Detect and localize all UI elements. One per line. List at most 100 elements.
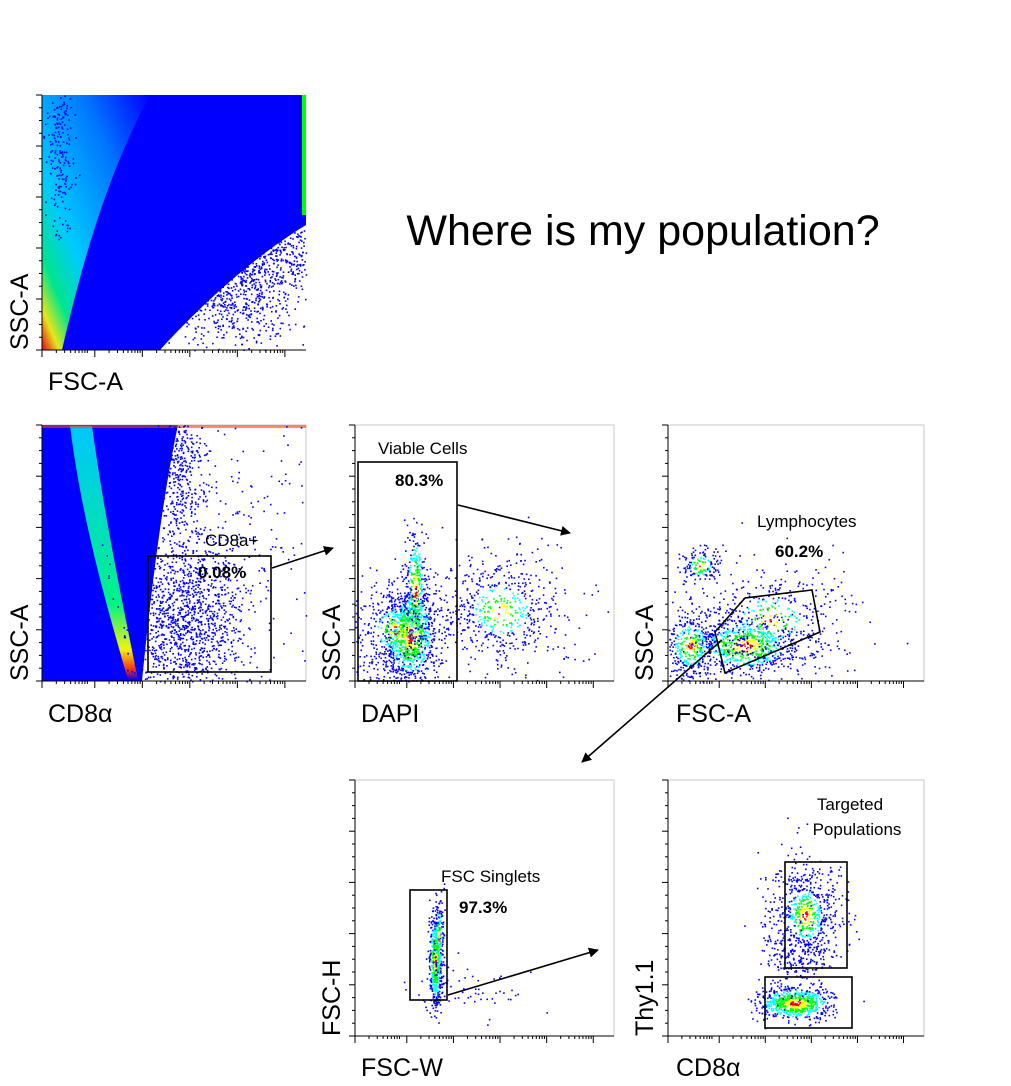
event-dot [205,631,207,633]
event-dot [418,555,420,558]
event-dot [411,594,414,597]
event-dot [421,609,423,612]
event-dot [226,281,229,283]
event-dot [278,290,281,293]
event-dot [214,561,217,563]
event-dot [420,637,422,640]
event-dot [265,323,267,325]
event-dot [405,634,408,637]
event-dot [413,647,416,650]
gate-cd8a-positive[interactable] [147,555,272,673]
event-dot [431,621,433,624]
event-dot [218,513,220,515]
event-dot [385,628,388,630]
event-dot [248,314,251,316]
event-dot [232,547,234,550]
event-dot [414,655,417,658]
event-dot [417,599,420,602]
event-dot [418,593,421,596]
event-dot [254,253,256,256]
event-dot [266,261,269,264]
event-dot [252,605,255,607]
event-dot [221,337,223,339]
event-dot [187,267,189,270]
event-dot [212,628,214,631]
event-dot [229,548,231,550]
event-dot [258,265,261,267]
event-dot [237,327,239,330]
event-dot [142,581,145,583]
event-dot [207,459,209,462]
event-dot [283,247,285,249]
event-dot [433,613,436,615]
event-dot [150,672,153,674]
event-dot [397,670,399,673]
event-dot [202,601,204,603]
event-dot [147,484,150,486]
event-dot [56,106,59,109]
event-dot [134,672,136,674]
event-dot [236,587,239,590]
event-dot [198,657,200,659]
event-dot [413,536,416,538]
event-dot [181,521,183,523]
event-dot [179,569,182,571]
event-dot [396,598,399,600]
event-dot [415,634,417,637]
event-dot [172,609,174,611]
event-dot [424,588,426,591]
event-dot [363,678,365,681]
event-dot [221,232,223,234]
event-dot [272,296,274,299]
event-dot [175,561,178,564]
event-dot [255,340,258,343]
event-dot [214,594,217,597]
event-dot [143,591,146,593]
event-dot [410,588,412,591]
event-dot [240,276,242,278]
event-dot [183,460,185,463]
event-dot [421,600,424,602]
event-dot [301,276,304,278]
event-dot [239,233,241,235]
event-dot [238,606,241,608]
event-dot [199,632,202,634]
event-dot [410,620,412,623]
event-dot [413,517,415,520]
event-dot [165,478,168,480]
event-dot [197,619,199,621]
event-dot [369,676,372,679]
event-dot [408,649,410,652]
event-dot [388,638,391,640]
event-dot [182,602,185,605]
event-dot [198,633,201,636]
event-dot [397,622,400,624]
event-dot [186,273,189,276]
event-dot [411,654,413,657]
event-dot [409,665,411,668]
event-dot [227,562,230,564]
event-dot [386,640,388,643]
event-dot [423,542,425,544]
event-dot [422,654,425,656]
event-dot [199,616,202,618]
event-dot [154,516,156,518]
event-dot [290,264,293,266]
event-dot [409,641,412,643]
event-dot [59,185,61,188]
event-dot [403,598,406,601]
event-dot [56,122,58,125]
event-dot [257,242,259,245]
event-dot [234,311,236,313]
event-dot [219,640,222,643]
event-dot [190,636,193,638]
event-dot [210,240,212,242]
event-dot [218,656,221,659]
event-dot [410,599,413,601]
event-dot [257,252,260,254]
event-dot [182,618,185,621]
event-dot [411,634,413,637]
event-dot [404,617,406,619]
event-dot [65,156,67,159]
event-dot [75,177,77,179]
